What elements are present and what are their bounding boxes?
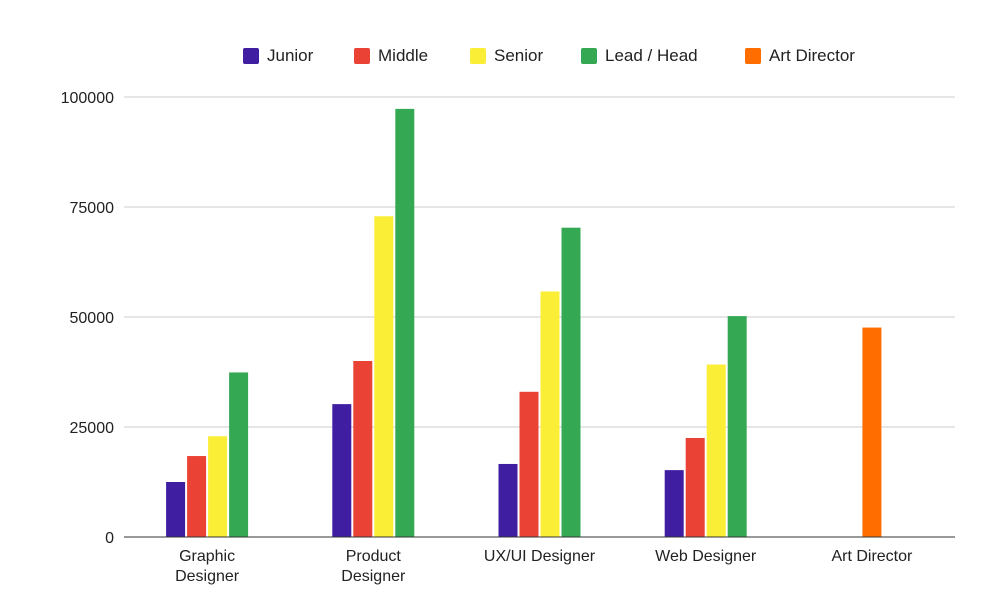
legend-label: Junior	[267, 46, 314, 65]
y-tick-label: 0	[105, 530, 114, 547]
x-tick-label: Web Designer	[655, 548, 757, 565]
bar-art-director	[862, 327, 882, 537]
legend-swatch	[243, 48, 259, 64]
x-tick-label: Product	[346, 548, 402, 565]
legend-item: Lead / Head	[581, 46, 698, 66]
bar-middle	[685, 438, 705, 537]
bar-senior	[540, 291, 560, 537]
legend-item: Senior	[470, 46, 543, 66]
y-tick-label: 25000	[70, 420, 115, 437]
legend-label: Middle	[378, 46, 429, 65]
bar-senior	[706, 364, 726, 537]
legend-item: Junior	[243, 46, 313, 66]
y-tick-label: 50000	[70, 310, 115, 327]
bar-lead-head	[727, 316, 747, 537]
legend-swatch	[581, 48, 597, 64]
bar-junior	[498, 463, 518, 537]
legend-swatch	[354, 48, 370, 64]
bar-lead-head	[229, 372, 249, 537]
bar-middle	[353, 361, 373, 537]
bar-lead-head	[395, 108, 415, 537]
bar-senior	[374, 216, 394, 538]
legend-item: Art Director	[745, 46, 855, 66]
x-tick-label: Designer	[341, 568, 406, 585]
x-tick-label: UX/UI Designer	[484, 548, 596, 565]
y-tick-label: 100000	[61, 90, 114, 107]
legend-swatch	[470, 48, 486, 64]
y-tick-label: 75000	[70, 200, 115, 217]
bar-lead-head	[561, 227, 581, 537]
legend-swatch	[745, 48, 761, 64]
x-tick-label: Designer	[175, 568, 240, 585]
bar-middle	[187, 456, 207, 537]
bar-senior	[208, 436, 228, 537]
chart-legend: Junior Middle Senior Lead / Head Art Directo…	[0, 46, 1001, 70]
bar-junior	[332, 404, 352, 537]
bar-junior	[664, 470, 684, 537]
bar-junior	[166, 482, 186, 537]
legend-label: Senior	[494, 46, 544, 65]
bar-middle	[519, 391, 539, 537]
legend-label: Art Director	[769, 46, 855, 65]
legend-label: Lead / Head	[605, 46, 698, 65]
x-tick-label: Art Director	[831, 548, 913, 565]
legend-item: Middle	[354, 46, 428, 66]
x-tick-label: Graphic	[179, 548, 235, 565]
